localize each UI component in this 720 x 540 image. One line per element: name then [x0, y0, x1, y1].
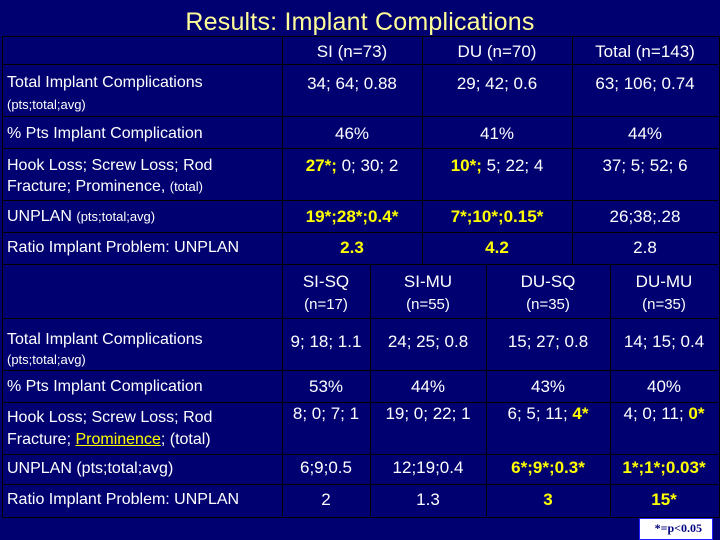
row-label: % Pts Implant Complication [7, 125, 203, 142]
column-header-si-sq: SI-SQ (n=17) [302, 272, 350, 313]
page-title: Results: Implant Complications [185, 8, 535, 36]
row-label: Hook Loss; Screw Loss; Rod [7, 409, 213, 426]
row-label: Hook Loss; Screw Loss; Rod [7, 157, 213, 174]
grid-line [422, 36, 423, 264]
grid-line [2, 318, 718, 319]
row-label: % Pts Implant Complication [7, 378, 203, 395]
table-cell: 1*;1*;0.03* [622, 458, 706, 477]
table-cell: 63; 106; 0.74 [595, 74, 695, 93]
grid-line [486, 264, 487, 516]
row-label: UNPLAN (pts;total;avg) [7, 460, 174, 477]
table-cell: 34; 64; 0.88 [307, 74, 397, 93]
table-cell: 53% [308, 377, 344, 396]
row-label: Total Implant Complications [7, 74, 203, 91]
table-cell: 3 [543, 490, 553, 509]
table-cell: 24; 25; 0.8 [387, 332, 469, 351]
table-cell: 6*;9*;0.3* [511, 458, 585, 477]
table-cell: 26;38;.28 [609, 207, 681, 226]
column-header-total: Total (n=143) [595, 42, 695, 61]
grid-line [2, 264, 718, 265]
table-cell: 2 [321, 490, 331, 509]
row-label: Ratio Implant Problem: UNPLAN [7, 239, 240, 256]
table-cell: 15; 27; 0.8 [507, 332, 589, 351]
grid-line [2, 148, 718, 149]
grid-line [2, 454, 718, 455]
table-cell: 14; 15; 0.4 [623, 332, 705, 351]
row-label: Fracture; Prominence; (total) [7, 431, 211, 448]
grid-line [2, 370, 718, 371]
table-cell: 1.3 [416, 490, 440, 509]
table-cell: 7*;10*;0.15* [450, 207, 544, 226]
table-cell: 19; 0; 22; 1 [385, 404, 471, 423]
row-label: Fracture; Prominence, (total) [7, 178, 203, 195]
grid-line [2, 402, 718, 403]
column-header-du-mu: DU-MU (n=35) [635, 272, 693, 313]
grid-line [610, 264, 611, 516]
column-header-du: DU (n=70) [457, 42, 537, 61]
table-cell: 37; 5; 52; 6 [602, 156, 688, 175]
row-sublabel: (pts;total;avg) [7, 352, 86, 367]
table-cell: 46% [334, 124, 370, 143]
grid-line [370, 264, 371, 516]
column-header-si-mu: SI-MU (n=55) [403, 272, 453, 313]
table-cell: 40% [646, 377, 682, 396]
table-cell: 44% [410, 377, 446, 396]
table-cell: 4; 0; 11; 0* [623, 404, 705, 423]
row-label: Ratio Implant Problem: UNPLAN [7, 491, 240, 508]
table-cell: 6; 5; 11; 4* [507, 404, 589, 423]
table-cell: 9; 18; 1.1 [290, 332, 362, 351]
grid-line [2, 116, 718, 117]
table-cell: 44% [627, 124, 663, 143]
table-cell: 41% [479, 124, 515, 143]
row-sublabel: (pts;total;avg) [7, 97, 86, 112]
table-cell: 29; 42; 0.6 [456, 74, 538, 93]
table-cell: 19*;28*;0.4* [305, 207, 399, 226]
grid-line [282, 36, 283, 516]
table-cell: 43% [530, 377, 566, 396]
table-cell: 12;19;0.4 [392, 458, 464, 477]
table-cell: 10*; 5; 22; 4 [450, 156, 544, 175]
grid-line [572, 36, 573, 264]
table-cell: 8; 0; 7; 1 [292, 404, 360, 423]
table-cell: 4.2 [485, 238, 509, 257]
footnote-text: *=p<0.05 [654, 521, 702, 535]
table-cell: 27*; 0; 30; 2 [305, 156, 399, 175]
column-header-du-sq: DU-SQ (n=35) [520, 272, 576, 313]
table-cell: 2.3 [340, 238, 364, 257]
grid-line [2, 484, 718, 485]
row-label: Total Implant Complications [7, 331, 203, 348]
grid-line [2, 232, 718, 233]
grid-line [2, 200, 718, 201]
row-label: UNPLAN (pts;total;avg) [7, 208, 156, 225]
footnote-box: *=p<0.05 [639, 518, 713, 540]
column-header-si: SI (n=73) [316, 42, 388, 61]
grid-line [2, 64, 718, 65]
table-cell: 6;9;0.5 [300, 458, 352, 477]
table-cell: 15* [651, 490, 677, 509]
table-cell: 2.8 [633, 238, 657, 257]
